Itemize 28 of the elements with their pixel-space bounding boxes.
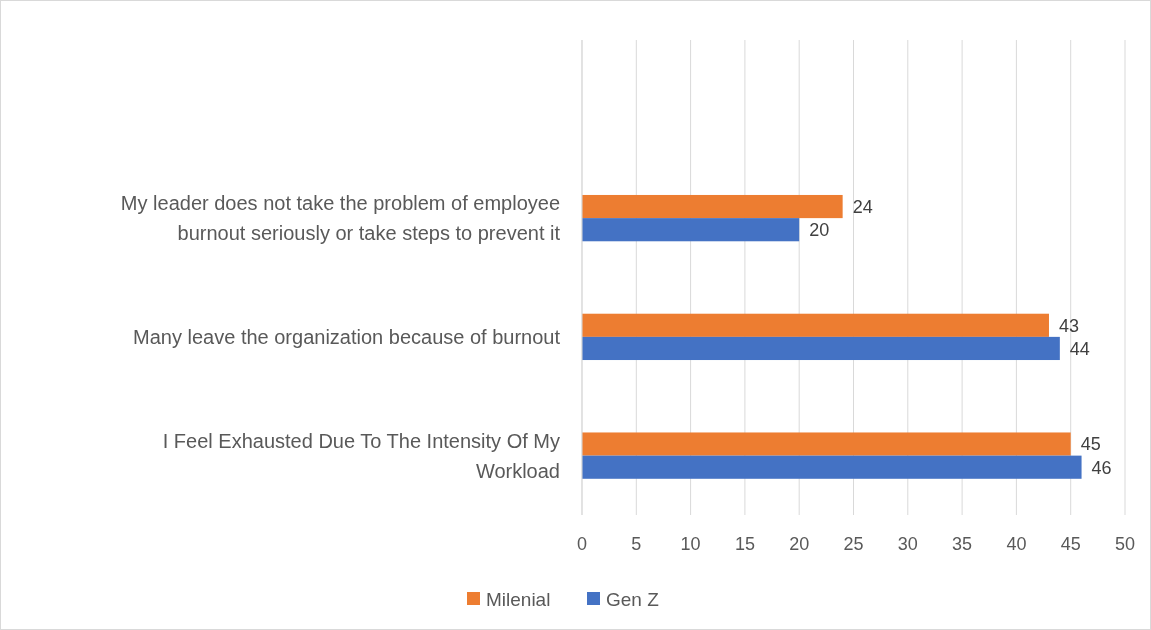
x-tick-label: 0 (576, 534, 588, 554)
x-tick-label: 30 (897, 534, 918, 554)
data-label: 45 (1080, 434, 1101, 455)
data-label: 44 (1069, 338, 1090, 359)
bar (582, 194, 843, 219)
x-tick-label: 40 (1006, 534, 1027, 554)
x-tick-label: 15 (734, 534, 755, 554)
x-tick-label: 25 (843, 534, 864, 554)
bar (582, 218, 800, 242)
bar (582, 313, 1049, 337)
x-tick-label: 20 (789, 534, 810, 554)
data-label: 46 (1091, 457, 1112, 478)
bar (582, 336, 1060, 361)
y-tick-label: Many leave the organization because of burnout (133, 325, 561, 348)
x-tick-label: 35 (952, 534, 973, 554)
legend-label: Milenial (486, 588, 551, 610)
bar (582, 455, 1082, 479)
x-tick-label: 45 (1060, 534, 1081, 554)
y-tick-label: My leader does not take the problem of employee burnout seriously or take steps to prevent it (120, 192, 561, 245)
x-tick-label: 5 (631, 534, 642, 554)
y-tick-label: I Feel Exhausted Due To The Intensity Of My Workload (162, 429, 560, 482)
data-label: 24 (852, 196, 873, 217)
legend-label: Gen Z (606, 588, 660, 610)
data-label: 20 (809, 220, 830, 240)
bar (582, 432, 1071, 456)
x-tick-label: 50 (1114, 534, 1136, 554)
data-label: 43 (1058, 315, 1080, 336)
x-tick-label: 10 (680, 534, 701, 554)
